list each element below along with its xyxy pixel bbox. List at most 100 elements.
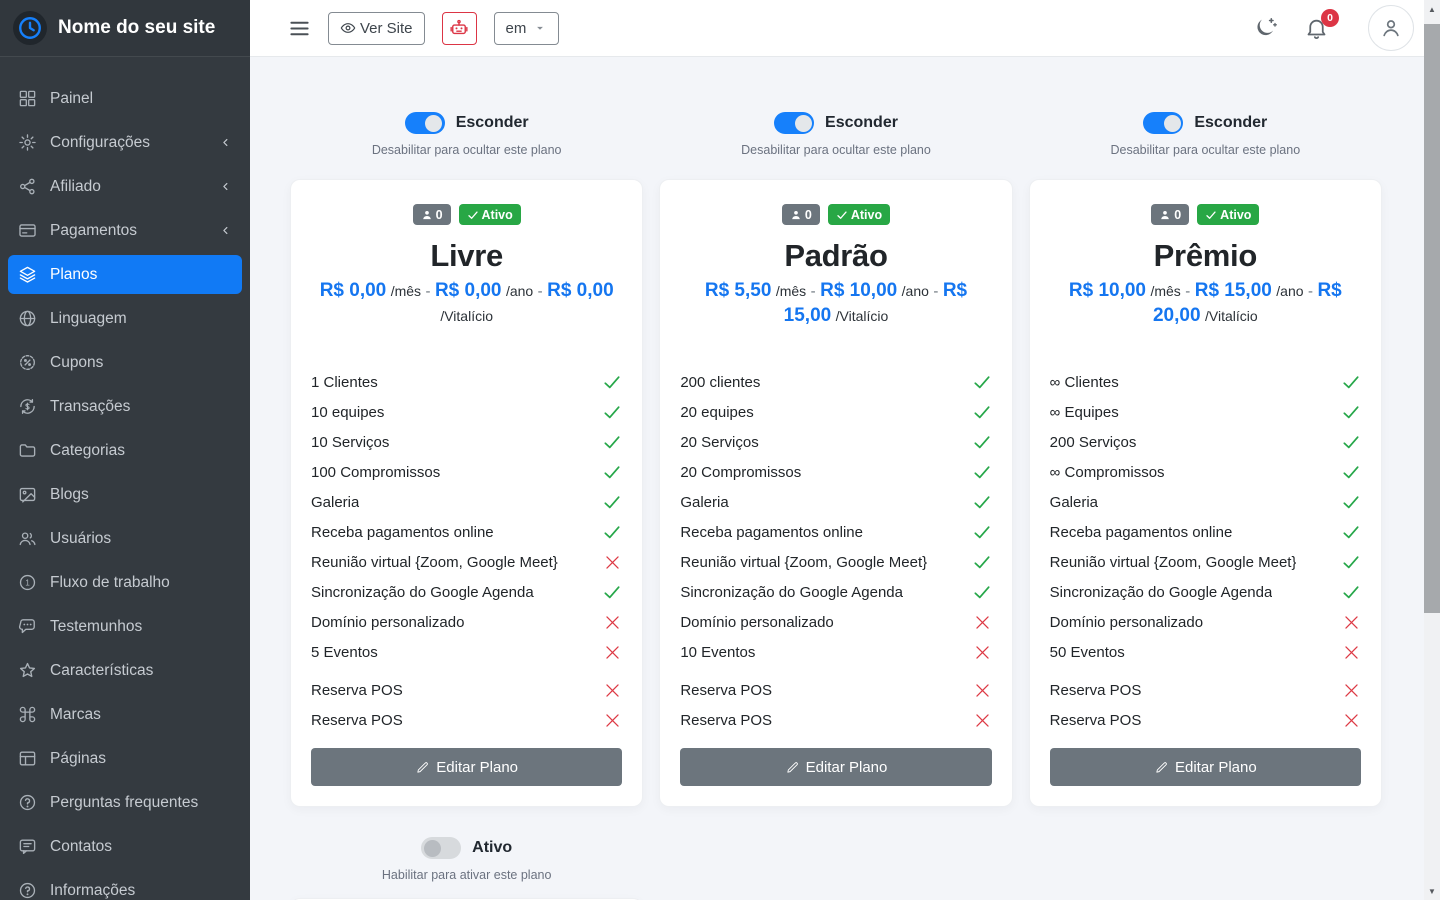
star-icon [18,661,37,680]
status-badge: Ativo [458,204,521,225]
sidebar-item-cupons[interactable]: Cupons [8,343,242,382]
main-area: Ver Site em [250,0,1440,900]
check-icon [974,526,990,539]
check-icon [972,402,992,422]
check-icon [602,492,622,512]
notifications-button[interactable]: 0 [1304,8,1339,41]
chatbot-button[interactable] [441,11,477,45]
sidebar-item-caracteristicas[interactable]: Características [8,651,242,690]
check-icon [604,466,620,479]
plan-feature-row: 100 Compromissos [311,457,622,487]
sidebar-item-usuarios[interactable]: Usuários [8,519,242,558]
feature-label: Reserva POS [311,681,403,699]
feature-label: Reserva POS [680,681,773,699]
plan-feature-row: Sincronização do Google Agenda [680,577,991,607]
check-icon [604,586,620,599]
check-icon [972,492,992,512]
feature-label: 50 Eventos [1049,643,1125,661]
sidebar-item-testemunhos[interactable]: Testemunhos [8,607,242,646]
check-icon [467,210,478,219]
check-icon [1341,582,1361,602]
grid-icon [19,90,36,107]
person-badge-icon [790,209,802,221]
plan-prices: R$ 10,00 /mês - R$ 15,00 /ano - R$ 20,00… [1050,279,1361,329]
activate-plan-block: Ativo Habilitar para ativar este plano [290,837,644,900]
price-period: /mês [775,283,807,299]
sidebar-item-transacoes[interactable]: Transações [8,387,242,426]
scrollbar-down-arrow[interactable]: ▼ [1428,886,1436,896]
sidebar-item-label: Testemunhos [50,617,143,635]
command-icon [18,705,37,724]
hide-plan-block: Esconder Desabilitar para ocultar este pl… [659,112,1012,157]
check-icon [974,496,990,509]
sidebar-item-painel[interactable]: Painel [8,79,242,118]
check-icon [604,526,620,539]
user-menu-button[interactable] [1368,5,1414,51]
hide-plan-toggle[interactable] [774,112,815,134]
x-icon [1345,615,1358,629]
check-icon [602,402,622,422]
sidebar-item-afiliado[interactable]: Afiliado [8,167,242,206]
dark-mode-toggle[interactable] [1253,16,1277,40]
sidebar-item-perguntas-frequentes[interactable]: Perguntas frequentes [8,783,242,822]
plan-feature-row: Galeria [680,487,991,517]
feature-label: Domínio personalizado [680,613,834,631]
feature-label: Reserva POS [680,711,773,729]
gear-icon [18,133,37,152]
sidebar-item-paginas[interactable]: Páginas [8,739,242,778]
feature-label: Reunião virtual {Zoom, Google Meet} [311,553,558,571]
coupon-icon [18,353,37,372]
plan-feature-list: 200 clientes 20 equipes 20 Serviços 20 Comp… [680,367,991,667]
sidebar-item-planos[interactable]: Planos [8,255,242,294]
sidebar-item-marcas[interactable]: Marcas [8,695,242,734]
sidebar-item-configuracoes[interactable]: Configurações [8,123,242,162]
sidebar-item-contatos[interactable]: Contatos [8,827,242,866]
sidebar-item-linguagem[interactable]: Linguagem [8,299,242,338]
hide-plan-help: Desabilitar para ocultar este plano [741,143,931,157]
price-amount: R$ 0,00 [547,280,614,301]
sidebar-item-label: Contatos [50,837,113,855]
hide-plan-toggle[interactable] [404,112,445,134]
plan-feature-row: Galeria [311,487,622,517]
check-icon [1343,526,1359,539]
hide-plan-label: Esconder [455,114,529,131]
price-amount: R$ 10,00 [820,280,898,301]
bell-icon [1304,16,1329,41]
sidebar-item-label: Perguntas frequentes [50,793,199,811]
sidebar-item-categorias[interactable]: Categorias [8,431,242,470]
activate-plan-toggle[interactable] [421,837,462,859]
check-icon [1343,466,1359,479]
ver-site-button[interactable]: Ver Site [328,11,425,45]
sidebar-item-pagamentos[interactable]: Pagamentos [8,211,242,250]
x-icon [973,643,992,662]
folder-icon [18,441,37,460]
x-icon [975,615,989,629]
users-icon [19,532,36,546]
sidebar-item-blogs[interactable]: Blogs [8,475,242,514]
sidebar-item-fluxo-de-trabalho[interactable]: 1 Fluxo de trabalho [8,563,242,602]
status-badge: Ativo [1197,204,1260,225]
scrollbar-up-arrow[interactable]: ▲ [1428,4,1436,14]
edit-plan-button[interactable]: Editar Plano [1049,748,1361,786]
price-separator: - [933,283,939,300]
price-amount: R$ 5,50 [704,280,772,301]
info-circle-icon [18,881,37,900]
edit-plan-button[interactable]: Editar Plano [311,748,623,786]
subscriber-count-badge: 0 [781,204,820,225]
sidebar-item-informacoes[interactable]: Informações [8,871,242,900]
language-value: em [505,19,527,37]
chevron-left-icon [223,226,228,235]
edit-plan-button[interactable]: Editar Plano [680,748,992,786]
hamburger-menu-icon[interactable] [288,17,311,40]
scrollbar-thumb[interactable] [1424,24,1440,613]
pencil-icon [1156,761,1167,773]
check-icon [974,406,990,419]
x-icon [606,645,620,659]
feature-label: Reserva POS [1049,681,1142,699]
topbar-right: 0 [1253,5,1414,51]
language-dropdown[interactable]: em [493,11,560,45]
plan-feature-row: Reserva POS [680,705,991,735]
plan-feature-list: 1 Clientes 10 equipes 10 Serviços 100 Compr… [311,367,622,667]
hide-plan-toggle[interactable] [1143,112,1184,134]
plan-feature-row: 1 Clientes [311,367,622,397]
